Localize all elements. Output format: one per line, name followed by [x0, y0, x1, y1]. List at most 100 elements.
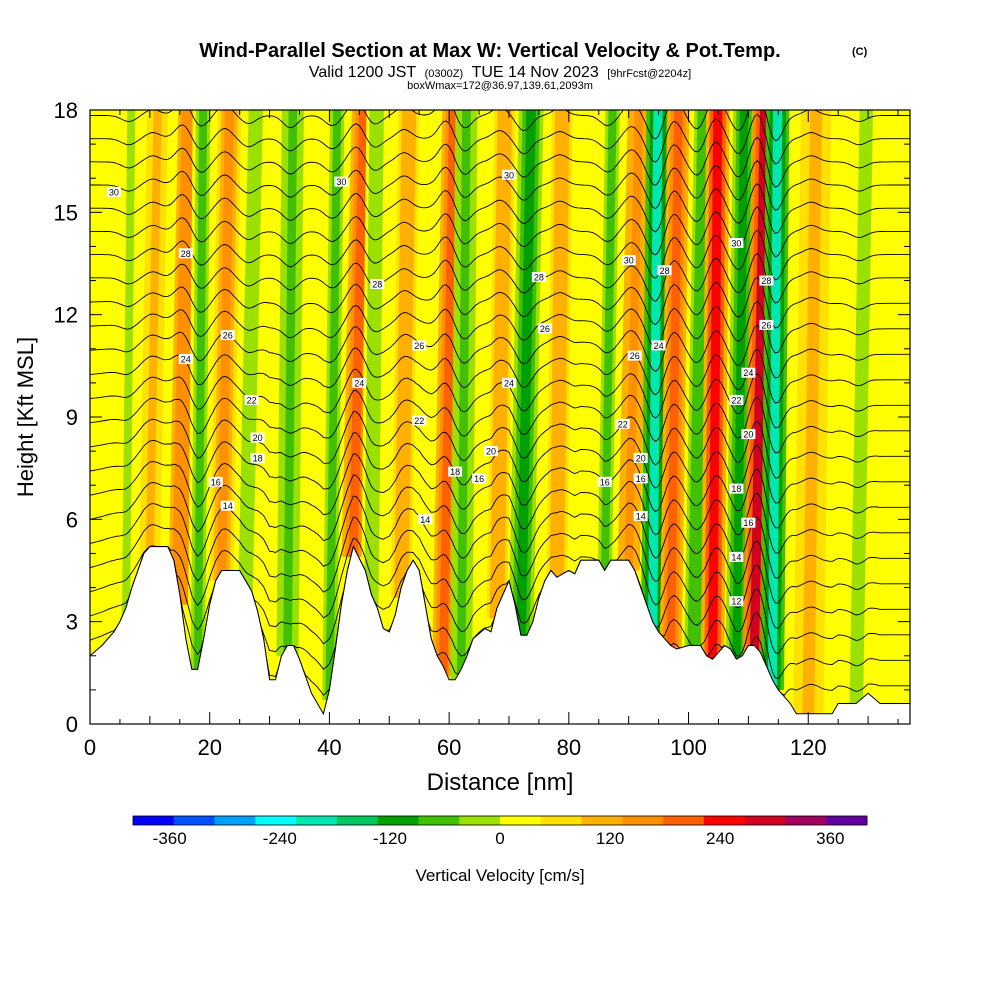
theta-contour	[90, 411, 910, 479]
theta-label: 20	[741, 429, 756, 440]
colorbar-segment	[826, 816, 868, 825]
theta-label: 14	[220, 500, 235, 511]
valid-utc: (0300Z)	[425, 68, 464, 80]
theta-label-text: 24	[354, 378, 364, 388]
velocity-band	[849, 110, 873, 714]
theta-contour	[90, 113, 910, 165]
theta-label: 20	[484, 446, 498, 457]
colorbar-tick-label: -120	[373, 829, 407, 848]
colorbar-tick-label: -240	[263, 829, 297, 848]
y-tick-label: 9	[66, 405, 78, 430]
y-tick-label: 6	[66, 507, 78, 532]
velocity-band	[438, 110, 458, 677]
velocity-band	[732, 110, 749, 670]
velocity-band	[397, 110, 414, 598]
theta-label: 28	[178, 248, 193, 259]
velocity-band	[456, 110, 471, 680]
colorbar-tick-label: 0	[495, 829, 504, 848]
velocity-band	[145, 110, 162, 557]
theta-label: 18	[729, 483, 744, 494]
theta-label: 22	[244, 394, 259, 405]
theta-label-text: 28	[372, 280, 382, 290]
colorbar-label: Vertical Velocity [cm/s]	[415, 866, 584, 885]
chart-title: Wind-Parallel Section at Max W: Vertical…	[199, 40, 780, 62]
theta-label: 30	[729, 238, 744, 249]
theta-contour	[90, 183, 910, 235]
theta-label: 26	[412, 340, 427, 351]
x-tick-label: 40	[317, 735, 341, 760]
colorbar-segment	[622, 816, 664, 825]
theta-contour	[90, 474, 910, 554]
x-tick-label: 20	[197, 735, 221, 760]
colorbar-segment	[418, 816, 460, 825]
theta-label-text: 20	[743, 430, 753, 440]
terrain	[90, 545, 910, 724]
x-tick-label: 100	[670, 735, 707, 760]
theta-label: 16	[472, 473, 487, 484]
theta-contour	[90, 300, 910, 354]
theta-label-text: 26	[630, 351, 640, 361]
y-axis-label: Height [Kft MSL]	[13, 337, 38, 497]
theta-label: 18	[448, 466, 463, 477]
velocity-band	[666, 110, 683, 656]
theta-label-text: 14	[223, 501, 233, 511]
colorbar-segment	[500, 816, 542, 825]
theta-label: 30	[106, 186, 121, 197]
colorbar-segment	[744, 816, 786, 825]
colorbar-segment	[255, 816, 297, 825]
theta-label-text: 26	[540, 324, 550, 334]
theta-label: 30	[502, 169, 516, 180]
theta-label-text: 14	[731, 552, 741, 562]
theta-label: 28	[759, 275, 774, 286]
y-tick-label: 15	[54, 200, 78, 225]
colorbar-tick-label: 240	[706, 829, 734, 848]
theta-label-text: 24	[181, 355, 191, 365]
velocity-band	[552, 110, 567, 588]
valid-time: Valid 1200 JST	[309, 64, 417, 81]
velocity-band	[600, 110, 617, 581]
theta-contour	[90, 206, 910, 258]
theta-label-text: 18	[731, 484, 741, 494]
theta-label-text: 20	[486, 447, 496, 457]
theta-label-text: 30	[109, 187, 119, 197]
theta-label: 14	[729, 551, 744, 562]
theta-label-text: 30	[624, 256, 634, 266]
colorbar-tick-label: -360	[153, 829, 187, 848]
theta-label: 26	[759, 319, 774, 330]
theta-label-text: 26	[414, 341, 424, 351]
theta-label-text: 14	[420, 515, 430, 525]
theta-label: 16	[633, 473, 648, 484]
theta-label-text: 24	[654, 341, 664, 351]
velocity-band	[516, 110, 536, 646]
theta-contour	[90, 136, 910, 188]
theta-label-text: 30	[504, 170, 514, 180]
plot-area	[90, 110, 910, 724]
theta-contour	[90, 347, 910, 404]
theta-contour	[90, 252, 910, 304]
theta-label: 24	[352, 377, 367, 388]
theta-label-text: 24	[743, 368, 753, 378]
theta-label-text: 28	[181, 249, 191, 259]
velocity-band	[367, 110, 381, 605]
theta-label: 30	[621, 255, 636, 266]
theta-label-text: 22	[618, 419, 628, 429]
theta-label: 16	[208, 476, 223, 487]
x-axis-label: Distance [nm]	[427, 769, 574, 796]
theta-label-text: 22	[731, 395, 741, 405]
theta-label: 22	[729, 394, 744, 405]
chart-subtitle: Valid 1200 JST (0300Z) TUE 14 Nov 2023 […	[309, 64, 691, 81]
theta-label: 18	[250, 452, 265, 463]
y-tick-label: 3	[66, 610, 78, 635]
velocity-band	[325, 110, 342, 701]
theta-label-text: 16	[474, 474, 484, 484]
theta-label: 26	[537, 323, 552, 334]
colorbar-segment	[703, 816, 745, 825]
theta-contour	[90, 110, 910, 142]
theta-label-text: 30	[731, 239, 741, 249]
theta-label: 14	[633, 510, 648, 521]
theta-label-text: 16	[211, 477, 221, 487]
theta-label: 24	[651, 340, 666, 351]
theta-label: 20	[250, 432, 265, 443]
theta-label-text: 24	[504, 378, 514, 388]
